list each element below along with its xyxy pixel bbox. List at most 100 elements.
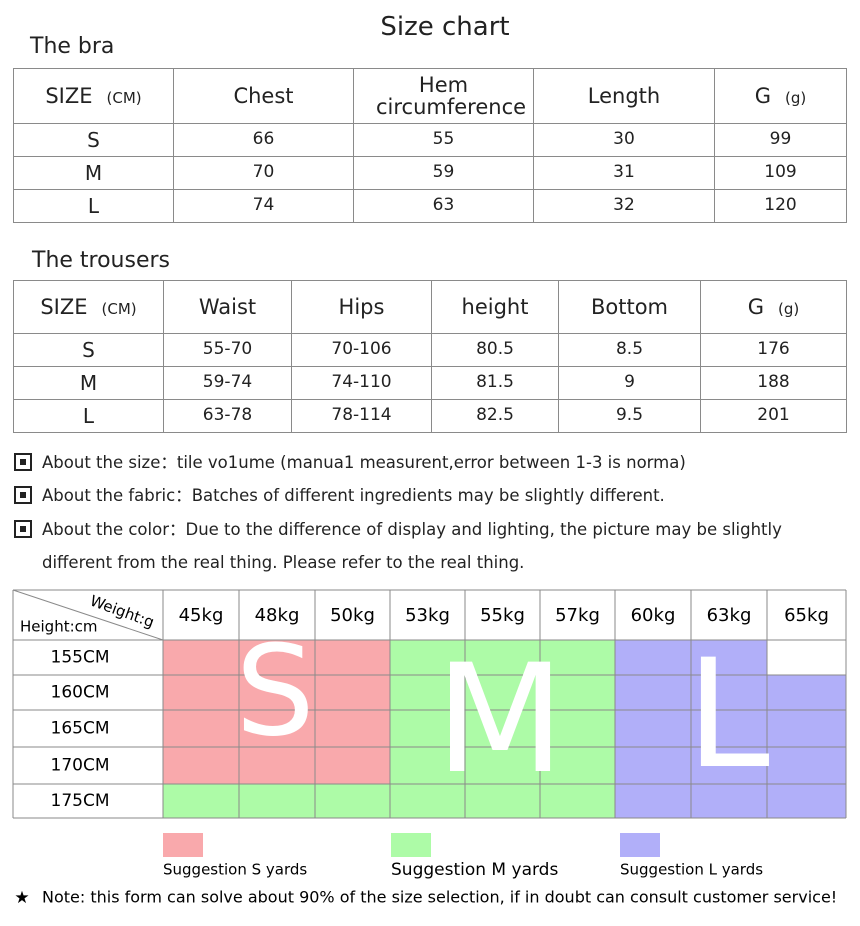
- cell: 55: [353, 123, 534, 157]
- zone-letter: M: [435, 633, 564, 807]
- row: S 66 55 30 99: [13, 123, 847, 157]
- cell: S: [13, 333, 164, 367]
- header-row: SIZE (CM) Chest Hem circumference Length G (g): [13, 68, 847, 124]
- cell: 8.5: [558, 333, 701, 367]
- weight-label: 45kg: [179, 605, 224, 626]
- note: About the fabric：Batches of different in…: [42, 479, 832, 512]
- header-cell: SIZE (CM): [13, 280, 164, 334]
- header-row: SIZE (CM) Waist Hips height Bottom G (g): [13, 280, 847, 334]
- cell: 81.5: [431, 366, 559, 400]
- grid-cell: [767, 675, 846, 710]
- grid-cell: [615, 747, 691, 784]
- grid-cell: [315, 747, 390, 784]
- note: About the color：Due to the difference of…: [42, 513, 832, 579]
- row: L 74 63 32 120: [13, 189, 847, 223]
- grid-cell: [390, 747, 465, 784]
- zone-letter: L: [686, 628, 770, 802]
- height-label: 160CM: [51, 683, 110, 703]
- header-cell: height: [431, 280, 559, 334]
- cell: L: [13, 189, 174, 223]
- note-text: Batches of different ingredients may be …: [191, 486, 665, 505]
- cell: 32: [533, 189, 715, 223]
- size-grid: ★ Note: this form can solve about 90% of…: [12, 589, 847, 908]
- cell: 188: [700, 366, 847, 400]
- cell: 66: [173, 123, 354, 157]
- header-label: Chest: [233, 83, 294, 108]
- grid-cell: [615, 640, 691, 675]
- note-label: About the size：: [42, 453, 177, 472]
- cell: 9.5: [558, 399, 701, 433]
- grid-cell: [239, 784, 315, 818]
- header-label: G: [754, 83, 772, 108]
- header-cell: SIZE (CM): [13, 68, 174, 124]
- grid-cell: [465, 640, 540, 675]
- header-unit: (g): [778, 299, 800, 318]
- grid-cell: [465, 784, 540, 818]
- grid-cell: [691, 747, 767, 784]
- legend-swatch: [391, 833, 431, 857]
- header-cell: Hips: [291, 280, 432, 334]
- header-label: height: [461, 294, 529, 319]
- grid-cell: [315, 640, 390, 675]
- grid-cell: [540, 640, 615, 675]
- grid-cell: [163, 710, 239, 747]
- header-cell: G (g): [714, 68, 847, 124]
- grid-cell: [239, 640, 315, 675]
- bra-heading: The bra: [30, 34, 115, 59]
- cell: M: [13, 366, 164, 400]
- weight-label: 57kg: [555, 605, 600, 626]
- cell: 59-74: [163, 366, 292, 400]
- grid-cell: [767, 784, 846, 818]
- bullet: [14, 520, 32, 538]
- cell: 109: [714, 156, 847, 190]
- grid-cell: [615, 710, 691, 747]
- grid-cell: [767, 640, 846, 675]
- header-label: Hips: [338, 294, 385, 319]
- grid-cell: [615, 784, 691, 818]
- weight-label: 63kg: [707, 605, 752, 626]
- star: ★: [14, 888, 29, 908]
- note-text: tile vo1ume (manua1 measurent,error betw…: [176, 453, 686, 472]
- cell: 30: [533, 123, 715, 157]
- bra-table: SIZE (CM) Chest Hem circumference Length G (g)…: [13, 68, 847, 223]
- cell: 31: [533, 156, 715, 190]
- cell: 120: [714, 189, 847, 223]
- grid-cell: [163, 747, 239, 784]
- cell: 70: [173, 156, 354, 190]
- header-unit: (CM): [101, 299, 137, 318]
- height-label: 175CM: [51, 791, 110, 811]
- header-unit: (g): [785, 88, 807, 107]
- grid-cell: [540, 675, 615, 710]
- header-unit: (CM): [106, 88, 142, 107]
- legend-swatch: [163, 833, 203, 857]
- cell: 80.5: [431, 333, 559, 367]
- grid-cell: [767, 747, 846, 784]
- grid-cell: [691, 710, 767, 747]
- cell: 176: [700, 333, 847, 367]
- grid-cell: [315, 784, 390, 818]
- grid-cell: [691, 675, 767, 710]
- weight-label: 60kg: [631, 605, 676, 626]
- grid-line: [12, 589, 164, 641]
- cell: 82.5: [431, 399, 559, 433]
- grid-cell: [239, 675, 315, 710]
- grid-cell: [163, 675, 239, 710]
- grid-cell: [163, 784, 239, 818]
- cell: 63-78: [163, 399, 292, 433]
- cell: 201: [700, 399, 847, 433]
- weight-label: 65kg: [784, 605, 829, 626]
- trousers-table: SIZE (CM) Waist Hips height Bottom G (g) S 55-70 7…: [13, 280, 847, 433]
- header-cell: Hem circumference: [353, 68, 534, 124]
- cell: 74: [173, 189, 354, 223]
- grid-cell: [163, 640, 239, 675]
- header-label: SIZE: [45, 83, 93, 108]
- legend-label: Suggestion S yards: [163, 861, 307, 879]
- footnote: Note: this form can solve about 90% of t…: [42, 888, 837, 907]
- header-cell: Waist: [163, 280, 292, 334]
- grid-cell: [767, 710, 846, 747]
- row: S 55-70 70-106 80.5 8.5 176: [13, 333, 847, 367]
- cell: 59: [353, 156, 534, 190]
- height-label: 170CM: [51, 756, 110, 776]
- y-axis-label: Height:cm: [20, 618, 98, 636]
- cell: 63: [353, 189, 534, 223]
